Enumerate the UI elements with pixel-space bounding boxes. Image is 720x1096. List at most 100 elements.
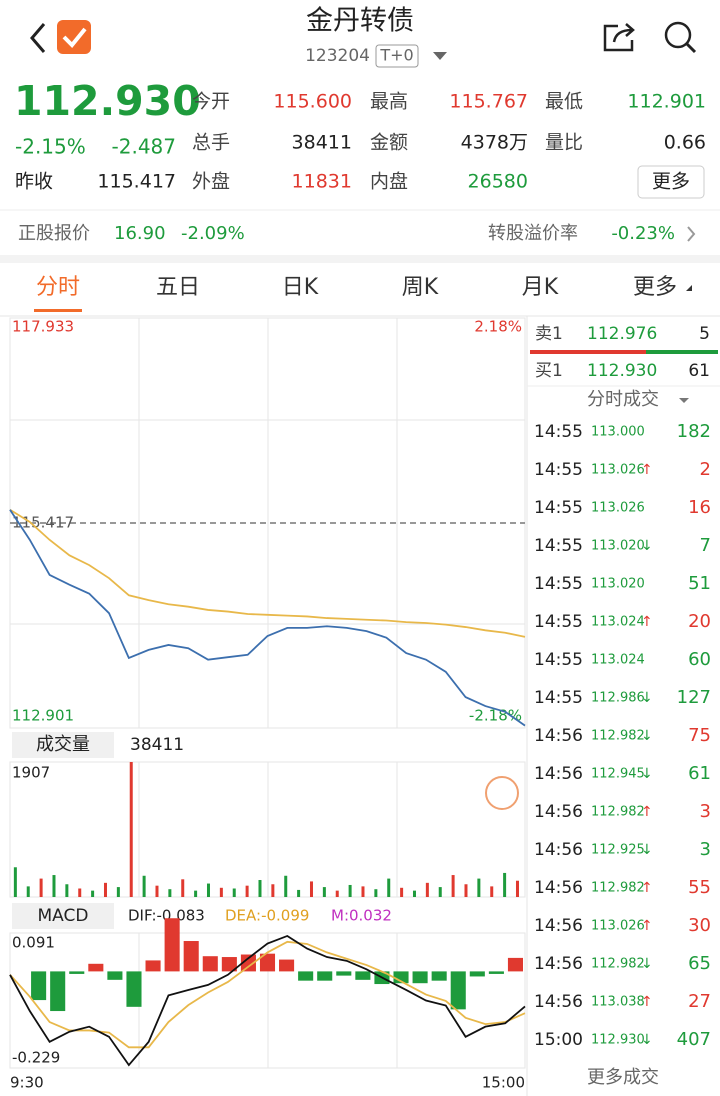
trade-price: 112.925 — [591, 843, 645, 858]
dea-line — [9, 940, 526, 1049]
trade-price: 112.986 — [591, 691, 645, 706]
trade-arrow: ↓ — [641, 766, 653, 782]
trade-arrow: ↑ — [641, 462, 653, 478]
volume-bar — [206, 883, 210, 897]
trade-volume: 127 — [677, 687, 711, 708]
book-volume: 5 — [699, 324, 710, 344]
trade-arrow: ↓ — [641, 690, 653, 706]
trade-arrow: ↓ — [641, 538, 653, 554]
tab[interactable]: 日K — [282, 275, 319, 300]
macd-bar — [317, 971, 333, 981]
more-button[interactable] — [637, 165, 705, 199]
volume-bar — [374, 889, 378, 897]
pre-close-label: 115.417 — [12, 514, 74, 532]
premium-label: 转股溢价率 — [488, 223, 578, 244]
stat-label: 内盘 — [370, 171, 408, 193]
volume-bar — [400, 887, 404, 897]
trade-time: 14:56 — [534, 726, 583, 746]
trade-arrow: ↓ — [641, 1032, 653, 1048]
tab[interactable]: 月K — [522, 275, 559, 300]
stock-change: -2.09% — [181, 223, 245, 244]
chevron[interactable] — [687, 226, 696, 242]
trade-arrow: ↑ — [641, 918, 653, 934]
y-min: 112.901 — [12, 707, 74, 725]
trade-volume: 182 — [677, 421, 711, 442]
tab[interactable]: 更多 — [633, 275, 677, 300]
volume-bar — [335, 890, 339, 897]
book-volume: 61 — [688, 361, 710, 381]
trade-price: 112.982 — [591, 881, 645, 896]
volume-bar — [245, 885, 249, 897]
trade-volume: 407 — [677, 1029, 711, 1050]
macd-max: 0.091 — [12, 934, 55, 952]
tab[interactable]: 五日 — [156, 275, 200, 300]
trade-time: 14:56 — [534, 878, 583, 898]
code: 123204 — [305, 46, 370, 66]
band — [0, 255, 720, 263]
trade-arrow: ↓ — [641, 956, 653, 972]
change-pct: -2.15% — [15, 135, 86, 159]
volume-bar — [26, 886, 30, 897]
bid-bar — [646, 350, 718, 354]
share-button[interactable] — [603, 23, 635, 52]
macd-box — [12, 903, 114, 929]
macd-bar — [107, 971, 123, 980]
average-line — [9, 508, 526, 638]
back-button[interactable] — [30, 23, 46, 53]
more-label: 更多 — [652, 171, 690, 193]
macd-bar — [488, 971, 504, 974]
prev-close-label: 昨收 — [15, 171, 53, 193]
volume-bar — [168, 889, 172, 897]
trade-price: 113.026 — [591, 501, 645, 516]
y-max: 117.933 — [12, 318, 74, 336]
macd-bar — [126, 971, 142, 1007]
trade-price: 113.024 — [591, 615, 645, 630]
volume-bar — [194, 890, 198, 897]
macd-bar — [298, 971, 314, 981]
macd-bar — [469, 971, 485, 977]
trade-time: 14:56 — [534, 764, 583, 784]
volume-bar — [78, 888, 82, 897]
stat-value: 112.901 — [627, 91, 706, 113]
book-label: 卖1 — [535, 324, 563, 344]
volume-bar — [142, 875, 146, 897]
volume-bar — [477, 878, 481, 897]
macd-min: -0.229 — [12, 1049, 60, 1067]
trade-volume: 65 — [688, 953, 711, 974]
volume-bar — [271, 884, 275, 897]
search-button[interactable] — [664, 21, 692, 49]
macd-bar — [31, 971, 47, 1001]
stock-label: 正股报价 — [18, 223, 90, 244]
trade-time: 14:56 — [534, 992, 583, 1012]
trade-volume: 20 — [688, 611, 711, 632]
dropdown[interactable] — [433, 52, 447, 60]
x-start: 9:30 — [10, 1074, 44, 1092]
volume-bar — [322, 887, 326, 897]
tab-underline — [34, 309, 82, 312]
stat-label: 量比 — [545, 132, 583, 154]
volume-bar — [91, 890, 95, 897]
trade-volume: 27 — [688, 991, 711, 1012]
trade-time: 14:56 — [534, 916, 583, 936]
macd-bar — [202, 956, 218, 972]
trade-volume: 30 — [688, 915, 711, 936]
stat-label: 总手 — [192, 132, 230, 154]
price-line — [9, 509, 526, 727]
expand-button[interactable] — [485, 776, 519, 810]
stat-label: 外盘 — [192, 171, 230, 193]
volume-max: 1907 — [12, 764, 50, 782]
tab[interactable]: 周K — [402, 275, 439, 300]
volume-bar — [39, 878, 43, 897]
title: 金丹转债 — [306, 6, 414, 37]
volume-bar — [425, 882, 429, 897]
stat-value: 11831 — [292, 171, 352, 193]
book-price: 112.976 — [587, 324, 657, 344]
trade-arrow: ↓ — [641, 842, 653, 858]
volume-bar — [297, 889, 301, 897]
trade-price: 113.026 — [591, 919, 645, 934]
dropdown[interactable] — [679, 398, 689, 403]
stat-value: 115.600 — [273, 91, 352, 113]
tab[interactable]: 分时 — [36, 275, 80, 300]
more-trades[interactable]: 更多成交 — [587, 1067, 659, 1088]
trade-time: 15:00 — [534, 1030, 583, 1050]
